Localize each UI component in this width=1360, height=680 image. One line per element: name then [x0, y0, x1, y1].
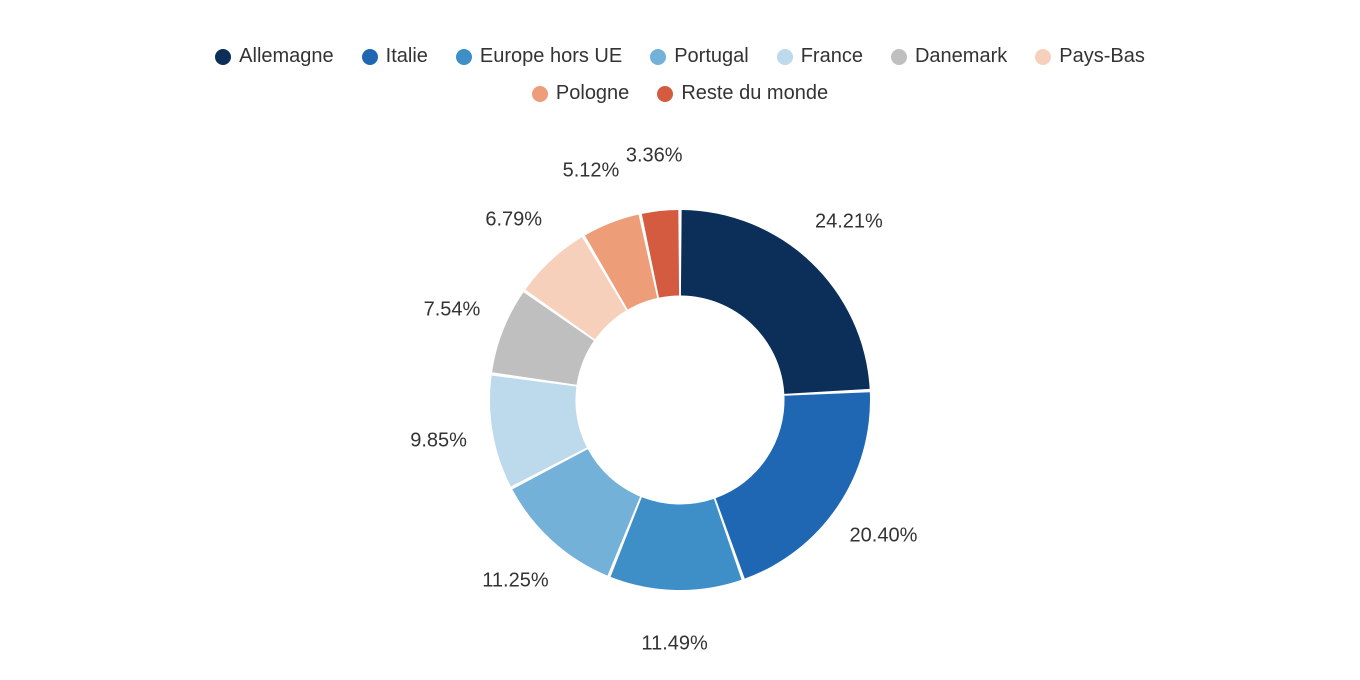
legend-item[interactable]: Portugal [650, 45, 749, 68]
legend-label: Reste du monde [681, 82, 828, 105]
legend-swatch [650, 49, 666, 65]
legend-item[interactable]: Pays-Bas [1035, 45, 1145, 68]
chart-area: 24.21% 20.40% 11.49% 11.25% 9.85% 7.54% 6.79% 5… [0, 119, 1360, 680]
slice-label: 3.36% [626, 144, 683, 167]
slice-label: 24.21% [815, 211, 883, 234]
legend-swatch [891, 49, 907, 65]
legend-swatch [777, 49, 793, 65]
legend: Allemagne Italie Europe hors UE Portugal Fra… [0, 0, 1360, 119]
legend-label: Allemagne [239, 45, 334, 68]
donut-wrap: 24.21%20.40%11.49%11.25%9.85%7.54%6.79%5… [420, 140, 940, 660]
legend-swatch [215, 49, 231, 65]
legend-swatch [362, 49, 378, 65]
slice-label: 6.79% [485, 208, 542, 231]
slice-label: 9.85% [410, 430, 467, 453]
legend-item[interactable]: Italie [362, 45, 428, 68]
slice-label: 7.54% [424, 298, 481, 321]
chart-container: Allemagne Italie Europe hors UE Portugal Fra… [0, 0, 1360, 680]
donut-slice[interactable] [716, 392, 870, 578]
slice-label: 20.40% [850, 525, 918, 548]
legend-label: Danemark [915, 45, 1007, 68]
legend-swatch [657, 86, 673, 102]
legend-item[interactable]: Reste du monde [657, 82, 828, 105]
legend-item[interactable]: Europe hors UE [456, 45, 622, 68]
legend-label: Europe hors UE [480, 45, 622, 68]
slice-label: 11.25% [482, 570, 548, 593]
legend-swatch [456, 49, 472, 65]
legend-item[interactable]: France [777, 45, 863, 68]
legend-label: Portugal [674, 45, 749, 68]
legend-item[interactable]: Danemark [891, 45, 1007, 68]
legend-item[interactable]: Allemagne [215, 45, 334, 68]
slice-label: 11.49% [641, 633, 707, 656]
legend-item[interactable]: Pologne [532, 82, 629, 105]
legend-label: Pologne [556, 82, 629, 105]
legend-swatch [532, 86, 548, 102]
legend-label: Italie [386, 45, 428, 68]
legend-swatch [1035, 49, 1051, 65]
donut-slice[interactable] [681, 210, 870, 394]
legend-label: France [801, 45, 863, 68]
slice-label: 5.12% [563, 160, 620, 183]
legend-label: Pays-Bas [1059, 45, 1145, 68]
